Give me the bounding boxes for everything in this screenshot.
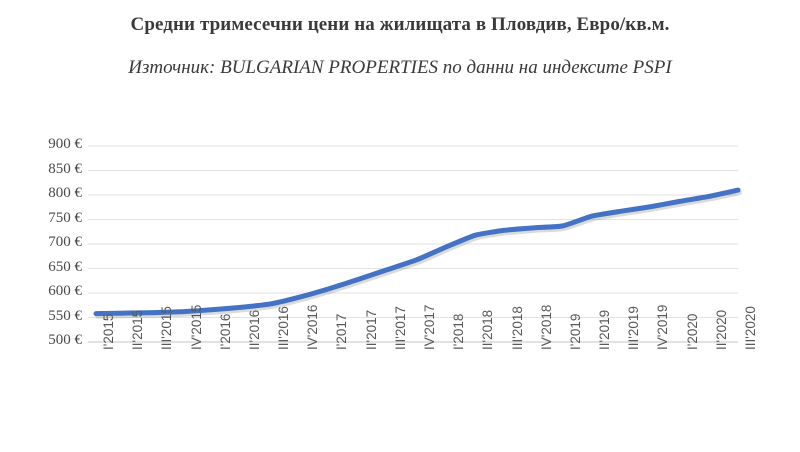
- x-axis-tick-label: III'2020: [743, 306, 758, 350]
- x-axis-tick-label: III'2019: [626, 306, 642, 350]
- y-axis-tick-label: 600 €: [48, 283, 82, 299]
- x-axis-tick-label: III'2016: [276, 306, 292, 350]
- x-axis-tick-label: I'2020: [684, 313, 700, 350]
- y-axis-tick-label: 650 €: [48, 258, 82, 275]
- x-axis-tick-label: I'2015: [101, 313, 116, 350]
- x-axis-tick-label: III'2018: [509, 306, 525, 350]
- series-line: [93, 187, 741, 317]
- chart-title: Средни тримесечни цени на жилищата в Пло…: [130, 14, 670, 35]
- series-line-shadow: [95, 190, 742, 319]
- x-axis-tick-label: IV'2015: [188, 304, 204, 350]
- x-axis-tick-label: III'2015: [159, 306, 175, 350]
- x-axis-tick-label: II'2018: [480, 309, 496, 350]
- y-axis-tick-label: 700 €: [48, 234, 82, 250]
- x-axis-tick-label: III'2017: [392, 306, 408, 350]
- x-axis-tick-label: IV'2019: [655, 304, 671, 350]
- y-axis-tick-label: 550 €: [48, 307, 82, 324]
- x-axis-tick-label: I'2017: [334, 313, 350, 350]
- x-axis-tick-label: II'2020: [713, 309, 729, 350]
- x-axis-tick-label: II'2019: [597, 309, 613, 350]
- price-series-line: [93, 187, 742, 319]
- x-axis-tick-label: I'2016: [217, 313, 233, 350]
- x-axis-tick-label: I'2019: [567, 313, 583, 350]
- x-axis-tick-label: IV'2018: [538, 304, 554, 350]
- x-axis-tick-label: II'2015: [130, 309, 146, 350]
- x-axis-tick-label: II'2016: [246, 309, 262, 350]
- x-axis-tick-label: II'2017: [363, 309, 379, 350]
- y-axis-tick-label: 900 €: [48, 136, 82, 152]
- y-axis-tick-label: 500 €: [48, 332, 82, 348]
- y-axis-tick-label: 850 €: [48, 160, 82, 177]
- y-axis-tick-label: 750 €: [48, 209, 82, 226]
- x-axis-tick-label: IV'2016: [305, 304, 321, 350]
- gridlines: [88, 145, 738, 343]
- chart-subtitle: Източник: BULGARIAN PROPERTIES по данни …: [128, 57, 672, 78]
- x-axis-tick-label: IV'2017: [422, 304, 437, 350]
- y-axis-tick-label: 800 €: [48, 185, 82, 201]
- x-axis-tick-label: I'2018: [451, 313, 467, 350]
